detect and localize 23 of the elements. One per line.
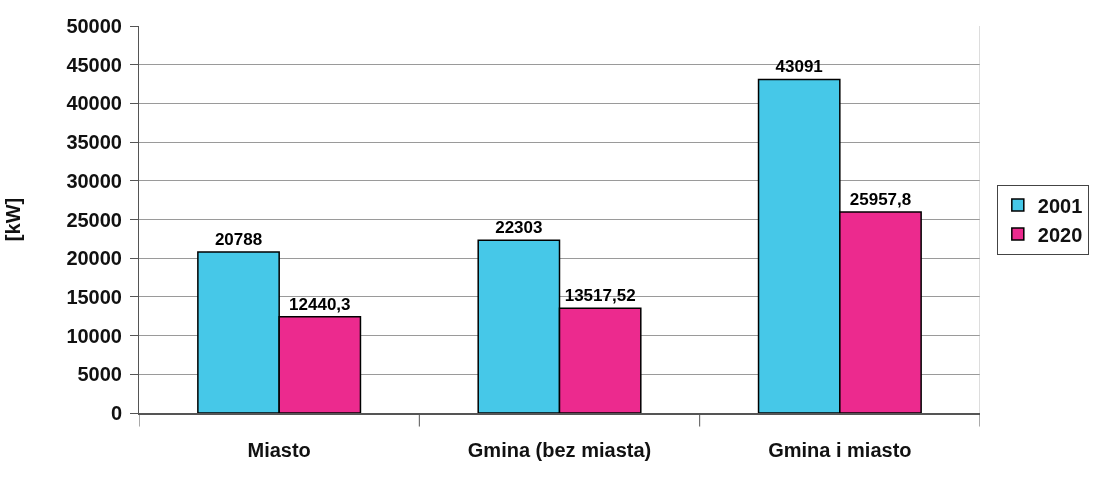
y-tick-label: 5000 (77, 363, 122, 386)
data-label: 25957,8 (849, 190, 912, 210)
y-tick-label: 0 (110, 402, 122, 424)
y-axis-title: [kW] (1, 197, 24, 242)
x-tick-label: Gmina i miasto (768, 438, 912, 461)
y-tick-label: 30000 (66, 169, 122, 192)
y-tick-label: 40000 (66, 92, 122, 115)
y-tick-label: 25000 (66, 208, 122, 231)
data-label: 13517,52 (564, 286, 636, 306)
y-tick-label: 50000 (66, 15, 122, 37)
data-label: 22303 (495, 218, 543, 238)
y-tick-label: 45000 (66, 53, 122, 76)
data-label: 12440,3 (289, 294, 351, 314)
y-tick-label: 20000 (66, 247, 122, 270)
legend-label: 2001 (1037, 194, 1083, 217)
y-tick-label: 10000 (66, 324, 122, 347)
y-tick-label: 15000 (66, 285, 122, 308)
data-label: 43091 (775, 57, 823, 77)
x-tick-label: Gmina (bez miasta) (467, 438, 652, 461)
y-tick-label: 35000 (66, 131, 122, 154)
legend-label: 2020 (1037, 223, 1083, 246)
x-tick-label: Miasto (247, 438, 311, 461)
data-label: 20788 (214, 230, 263, 250)
